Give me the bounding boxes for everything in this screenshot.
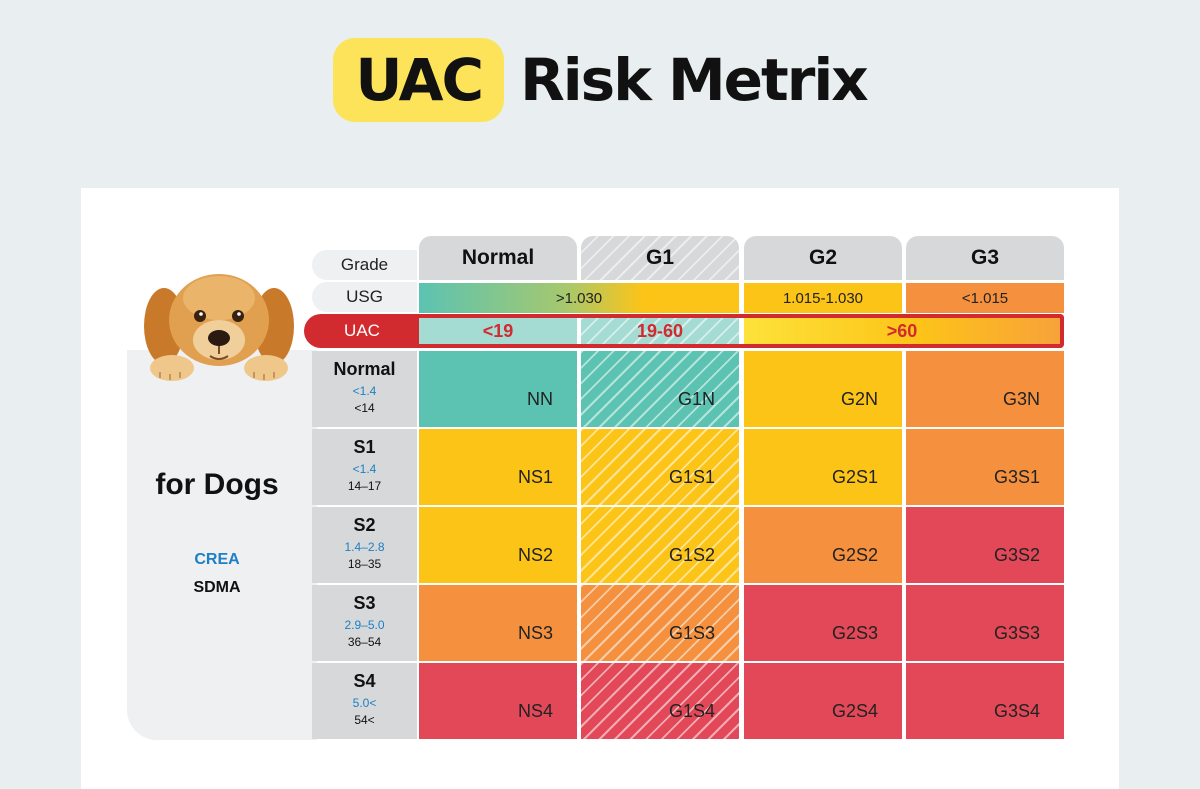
uac-g2-g3: >60 bbox=[744, 318, 1060, 344]
matrix-cell-ns4: NS4 bbox=[419, 663, 577, 739]
matrix-cell-g3n: G3N bbox=[906, 351, 1064, 427]
stage-name: S4 bbox=[353, 671, 376, 691]
matrix-cell-g1n: G1N bbox=[581, 351, 739, 427]
stage-name: Normal bbox=[333, 359, 396, 379]
stage-sdma: 36–54 bbox=[347, 635, 382, 649]
matrix-cell-g1s1: G1S1 bbox=[581, 429, 739, 505]
stage-sdma: <14 bbox=[354, 401, 375, 415]
matrix-cell-g2s3: G2S3 bbox=[744, 585, 902, 661]
uac-g1: 19-60 bbox=[581, 318, 739, 344]
usg-row-label: USG bbox=[312, 282, 417, 312]
stage-s1: S1 <1.4 14–17 bbox=[312, 429, 417, 505]
matrix-cell-g3s3: G3S3 bbox=[906, 585, 1064, 661]
matrix-cell-g1s2: G1S2 bbox=[581, 507, 739, 583]
page-title: UAC Risk Metrix bbox=[0, 38, 1200, 122]
grade-head-normal: Normal bbox=[419, 236, 577, 280]
uac-row-label: UAC bbox=[304, 314, 420, 348]
stage-crea: 2.9–5.0 bbox=[344, 618, 385, 632]
matrix-cell-g2n: G2N bbox=[744, 351, 902, 427]
matrix-cell-g2s1: G2S1 bbox=[744, 429, 902, 505]
grade-row-label: Grade bbox=[312, 250, 417, 280]
stage-name: S2 bbox=[353, 515, 376, 535]
dog-illustration bbox=[144, 274, 294, 381]
matrix-cell-g2s2: G2S2 bbox=[744, 507, 902, 583]
matrix-cell-g1s3: G1S3 bbox=[581, 585, 739, 661]
stage-sdma: 54< bbox=[354, 713, 375, 727]
left-panel bbox=[127, 350, 317, 740]
stage-s4: S4 5.0< 54< bbox=[312, 663, 417, 739]
stage-s3: S3 2.9–5.0 36–54 bbox=[312, 585, 417, 661]
stage-sdma: 18–35 bbox=[347, 557, 382, 571]
stage-sdma: 14–17 bbox=[347, 479, 382, 493]
for-dogs-label: for Dogs bbox=[155, 468, 279, 501]
matrix-cell-g3s1: G3S1 bbox=[906, 429, 1064, 505]
sdma-legend: SDMA bbox=[193, 579, 241, 596]
matrix-cell-g2s4: G2S4 bbox=[744, 663, 902, 739]
usg-g3: <1.015 bbox=[906, 283, 1064, 313]
stage-crea: 5.0< bbox=[352, 696, 377, 710]
stage-name: S3 bbox=[353, 593, 376, 613]
title-highlight: UAC bbox=[355, 46, 484, 114]
matrix-cell-nn: NN bbox=[419, 351, 577, 427]
stage-crea: <1.4 bbox=[352, 384, 377, 398]
stage-normal: Normal <1.4 <14 bbox=[312, 351, 417, 427]
matrix-cell-ns3: NS3 bbox=[419, 585, 577, 661]
matrix-cell-g3s4: G3S4 bbox=[906, 663, 1064, 739]
title-rest: Risk Metrix bbox=[520, 46, 869, 114]
matrix-cell-ns2: NS2 bbox=[419, 507, 577, 583]
uac-normal: <19 bbox=[419, 318, 577, 344]
matrix-cell-g1s4: G1S4 bbox=[581, 663, 739, 739]
grade-head-g2: G2 bbox=[744, 236, 902, 280]
grade-head-g3: G3 bbox=[906, 236, 1064, 280]
stage-s2: S2 1.4–2.8 18–35 bbox=[312, 507, 417, 583]
crea-legend: CREA bbox=[194, 551, 240, 568]
stage-crea: <1.4 bbox=[352, 462, 377, 476]
matrix-cell-ns1: NS1 bbox=[419, 429, 577, 505]
uac-highlight-frame bbox=[414, 314, 1064, 348]
title-highlight-pill: UAC bbox=[333, 38, 505, 122]
usg-g2: 1.015-1.030 bbox=[744, 283, 902, 313]
stage-name: S1 bbox=[353, 437, 376, 457]
usg-normal-g1: >1.030 bbox=[419, 283, 739, 313]
grade-head-g1: G1 bbox=[581, 236, 739, 280]
stage-crea: 1.4–2.8 bbox=[344, 540, 385, 554]
matrix-cell-g3s2: G3S2 bbox=[906, 507, 1064, 583]
